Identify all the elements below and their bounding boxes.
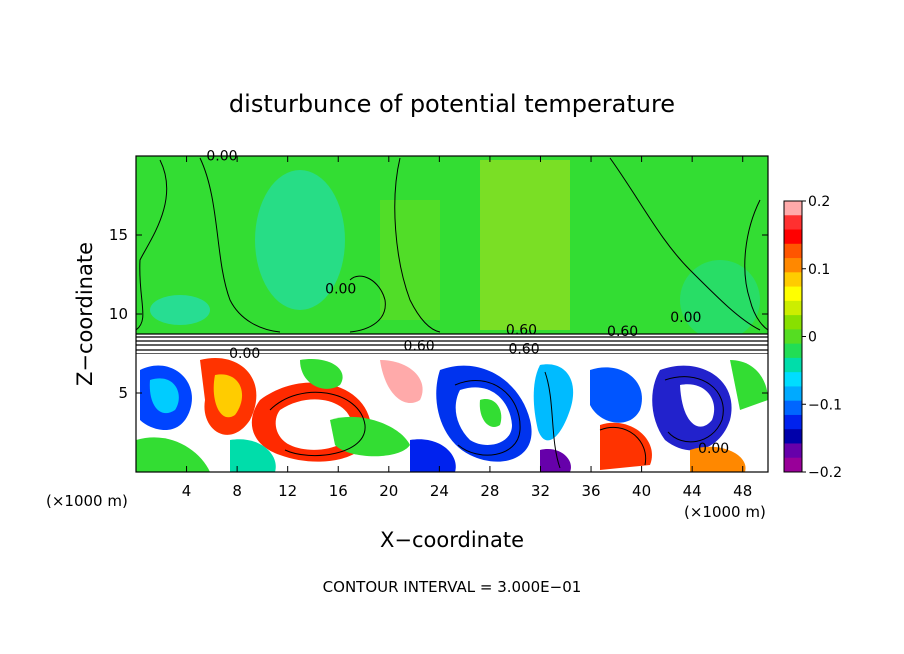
lower-eddies xyxy=(136,358,768,472)
x-tick-label: 32 xyxy=(531,482,550,500)
colorbar-swatch xyxy=(784,215,802,231)
colorbar-tick-label: 0.2 xyxy=(808,194,830,210)
contour-lines xyxy=(136,157,768,469)
colorbar-swatch xyxy=(784,343,802,359)
inversion-band xyxy=(136,334,768,354)
contour-label: 0.60 xyxy=(404,338,435,354)
upper-layer-field xyxy=(136,156,768,334)
colorbar-swatch xyxy=(784,286,802,302)
colorbar-tick-label: −0.2 xyxy=(808,465,842,481)
upper-field-patch xyxy=(380,200,440,320)
upper-field-patch xyxy=(255,170,345,310)
contour-label: 0.60 xyxy=(607,324,638,340)
y-axis-label: Z−coordinate xyxy=(73,242,97,386)
x-unit-label-left: (×1000 m) xyxy=(46,492,128,510)
colorbar-swatch xyxy=(784,443,802,459)
contour-label: 0.00 xyxy=(206,149,237,165)
upper-field-patch xyxy=(150,295,210,325)
colorbar-swatch xyxy=(784,329,802,345)
colorbar-swatch xyxy=(784,315,802,330)
colorbar-swatch xyxy=(784,201,802,216)
colorbar-swatch xyxy=(784,386,802,402)
contour-label: 0.00 xyxy=(670,310,701,326)
y-axis: 5 10 15 xyxy=(109,226,768,402)
colorbar-swatch xyxy=(784,272,802,288)
x-tick-label: 36 xyxy=(581,482,600,500)
y-tick-label: 5 xyxy=(118,384,128,402)
x-tick-label: 20 xyxy=(379,482,398,500)
x-tick-label: 12 xyxy=(278,482,297,500)
colorbar-tick-label: 0.1 xyxy=(808,262,830,278)
colorbar-swatch xyxy=(784,243,802,259)
x-tick-label: 8 xyxy=(232,482,242,500)
x-tick-label: 28 xyxy=(480,482,499,500)
contour-label: 0.00 xyxy=(325,281,356,297)
colorbar-swatch xyxy=(784,429,802,444)
colorbar-swatch xyxy=(784,229,802,245)
colorbar-swatch xyxy=(784,300,802,316)
chart-title: disturbunce of potential temperature xyxy=(229,90,675,118)
colorbar-swatch xyxy=(784,357,802,373)
y-tick-label: 10 xyxy=(109,305,128,323)
colorbar-tick-label: 0 xyxy=(808,330,817,346)
x-axis-label: X−coordinate xyxy=(380,528,524,552)
contour-interval-footer: CONTOUR INTERVAL = 3.000E−01 xyxy=(323,578,582,596)
y-tick-label: 15 xyxy=(109,226,128,244)
colorbar-swatch xyxy=(784,258,802,273)
contour-label: 0.60 xyxy=(506,323,537,339)
upper-field-patch xyxy=(480,160,570,330)
colorbar-swatch xyxy=(784,414,802,430)
x-tick-label: 48 xyxy=(733,482,752,500)
colorbar: 0.2 0.1 0 −0.1 −0.2 xyxy=(783,194,842,481)
x-unit-label-right: (×1000 m) xyxy=(684,503,766,521)
x-tick-label: 4 xyxy=(182,482,192,500)
contour-label: 0.60 xyxy=(508,342,539,358)
colorbar-swatch xyxy=(784,400,802,416)
contour-label: 0.00 xyxy=(229,346,260,362)
colorbar-swatch xyxy=(784,372,802,387)
x-tick-label: 16 xyxy=(329,482,348,500)
x-tick-label: 24 xyxy=(430,482,449,500)
plot-area xyxy=(136,156,768,472)
contour-label-layer: 0.00 0.00 0.00 0.60 0.60 0.60 0.60 0.00 0.00 xyxy=(206,149,729,457)
colorbar-swatch xyxy=(784,457,802,473)
contour-label: 0.00 xyxy=(698,441,729,457)
x-tick-label: 40 xyxy=(632,482,651,500)
x-tick-label: 44 xyxy=(683,482,702,500)
x-axis: 4 8 12 16 20 24 28 32 36 40 44 48 xyxy=(182,156,752,500)
colorbar-tick-label: −0.1 xyxy=(808,397,842,413)
